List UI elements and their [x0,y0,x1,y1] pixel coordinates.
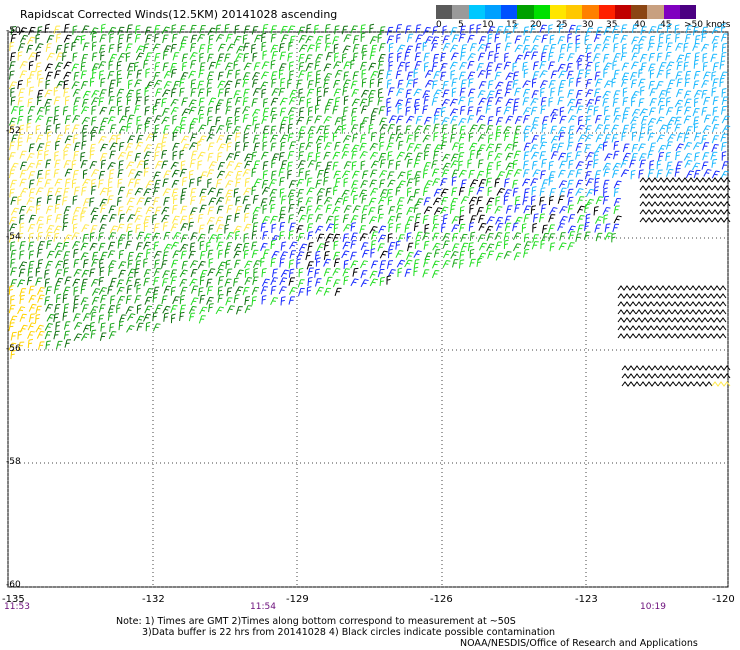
note-line-3: NOAA/NESDIS/Office of Research and Appli… [460,638,698,649]
map-title: Rapidscat Corrected Winds(12.5KM) 201410… [20,8,338,21]
lat-label-52: -52 [6,126,21,136]
contamination-barbs [617,177,731,387]
wind-barbs [8,23,731,360]
lat-label-54: -54 [6,232,21,242]
plot-frame [7,31,729,588]
legend-swatch [533,5,550,19]
legend-label: 5 [458,20,464,30]
legend-label: >50 knots [684,20,731,30]
legend-swatch [598,5,615,19]
legend-swatch [517,5,534,19]
lon-label-132: -132 [142,594,165,605]
lat-label-58: -58 [6,457,21,467]
lat-label-56: -56 [6,344,21,354]
legend-label: 15 [506,20,518,30]
note-line-1: Note: 1) Times are GMT 2)Times along bot… [116,616,516,627]
grid-lines [7,31,729,588]
legend-swatch [468,5,485,19]
legend-label: 20 [530,20,542,30]
time-label-1: 11:53 [4,602,30,612]
legend-swatch [501,5,518,19]
legend-label: 35 [606,20,618,30]
legend-swatch [647,5,664,19]
lon-label-123: -123 [575,594,598,605]
legend-label: 40 [634,20,646,30]
legend-swatch [582,5,599,19]
legend-swatch [679,5,696,19]
lon-label-129: -129 [286,594,309,605]
note-line-2: 3)Data buffer is 22 hrs from 20141028 4)… [142,627,556,638]
legend-swatch [566,5,583,19]
lat-label-50: -50 [6,26,21,36]
wind-speed-legend [436,5,696,19]
legend-swatch [452,5,469,19]
lat-label-60: -60 [6,580,21,590]
legend-swatch [663,5,680,19]
legend-swatch [436,5,453,19]
legend-swatch [631,5,648,19]
lon-label-126: -126 [430,594,453,605]
legend-swatch [549,5,566,19]
time-label-2: 11:54 [250,602,276,612]
legend-swatch [484,5,501,19]
lon-label-120: -120 [712,594,735,605]
legend-label: 0 [436,20,442,30]
legend-label: 45 [660,20,672,30]
lon-label-135: -135 [2,594,25,605]
time-label-3: 10:19 [640,602,666,612]
legend-swatch [614,5,631,19]
legend-label: 30 [582,20,594,30]
legend-label: 10 [482,20,494,30]
